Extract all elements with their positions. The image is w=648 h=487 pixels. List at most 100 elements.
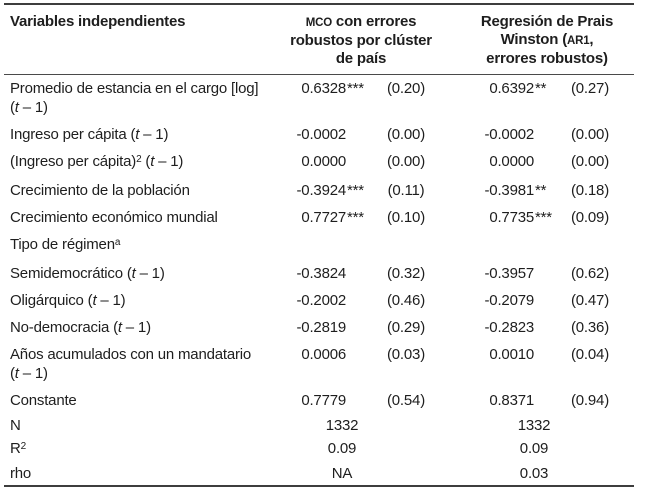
- table-row: Ingreso per cápita (t – 1) -0.0002 (0.00) -…: [4, 121, 634, 148]
- table-row: Crecimiento de la población -0.3924 *** (0.…: [4, 177, 634, 204]
- coefficient-value-model1: -0.3824: [296, 265, 347, 282]
- text-segment: R: [10, 440, 21, 457]
- standard-error-model1: (0.00): [387, 153, 425, 170]
- coefficient-value-model1: 0.0006: [301, 346, 346, 363]
- superscript-text: a: [114, 236, 121, 248]
- row-label: Años acumulados con un mandatario (t – 1): [4, 345, 286, 383]
- coefficient-value-model1: -0.2819: [296, 319, 347, 336]
- standard-error-model2: (0.04): [571, 346, 609, 363]
- table-header: Variables independientes MCO con errores…: [4, 5, 634, 74]
- coefficient-value-model2: -0.3981: [484, 182, 535, 199]
- row-label: Promedio de estancia en el cargo [log] (t…: [4, 79, 286, 117]
- label-line: R2: [10, 439, 286, 460]
- standard-error-model2: (0.00): [571, 153, 609, 170]
- label-line: Tipo de régimena: [10, 235, 286, 256]
- table-row: rho NA 0.03: [4, 462, 634, 485]
- standard-error-model1: (0.10): [387, 209, 425, 226]
- text-segment: – 1): [121, 319, 151, 336]
- table-row: Años acumulados con un mandatario (t – 1)…: [4, 341, 634, 387]
- row-label: R2: [4, 439, 286, 460]
- header-model-prais-winston: Regresión de Prais Winston (AR1, errores…: [474, 13, 620, 68]
- label-line: rho: [10, 464, 286, 483]
- italic-text: t: [92, 292, 97, 309]
- row-label: Crecimiento económico mundial: [4, 208, 286, 227]
- text-segment: con errores robustos por clúster de país: [290, 13, 432, 67]
- text-segment: AR1: [567, 35, 590, 47]
- label-line: (t – 1): [10, 364, 286, 383]
- coefficient-value-model2: -0.2079: [484, 292, 535, 309]
- standard-error-model1: (0.03): [387, 346, 425, 363]
- text-segment: MCO: [305, 17, 332, 29]
- text-segment: – 1): [154, 153, 184, 170]
- row-label: rho: [4, 464, 286, 483]
- coefficient-value-model1: 0.6328: [301, 80, 346, 97]
- label-line: (t – 1): [10, 98, 286, 117]
- text-segment: – 1): [18, 365, 48, 382]
- standard-error-model1: (0.54): [387, 392, 425, 409]
- coefficient-value-model2: -0.3957: [484, 265, 535, 282]
- table-row: R2 0.09 0.09: [4, 437, 634, 462]
- row-label: Ingreso per cápita (t – 1): [4, 125, 286, 144]
- label-line: Constante: [10, 391, 286, 410]
- standard-error-model1: (0.29): [387, 319, 425, 336]
- stat-value-model2: 1332: [517, 417, 551, 434]
- stat-value-model1: NA: [331, 465, 353, 482]
- text-segment: Promedio de estancia en el cargo [log]: [10, 80, 259, 97]
- significance-stars-model2: **: [535, 80, 547, 97]
- table-row: Promedio de estancia en el cargo [log] (t…: [4, 75, 634, 121]
- text-segment: – 1): [18, 99, 48, 116]
- italic-text: t: [117, 319, 122, 336]
- text-segment: Crecimiento económico mundial: [10, 209, 218, 226]
- row-label: N: [4, 416, 286, 435]
- coefficient-value-model2: 0.6392: [489, 80, 534, 97]
- significance-stars-model1: ***: [347, 182, 364, 199]
- table-row: No-democracia (t – 1) -0.2819 (0.29) -0.282…: [4, 314, 634, 341]
- coefficient-value-model2: 0.0010: [489, 346, 534, 363]
- text-segment: – 1): [135, 265, 165, 282]
- italic-text: t: [131, 265, 136, 282]
- text-segment: (: [10, 99, 15, 116]
- table-row: Semidemocrático (t – 1) -0.3824 (0.32) -0.3…: [4, 260, 634, 287]
- coefficient-value-model2: -0.2823: [484, 319, 535, 336]
- text-segment: Años acumulados con un mandatario: [10, 346, 252, 363]
- standard-error-model2: (0.47): [571, 292, 609, 309]
- standard-error-model2: (0.18): [571, 182, 609, 199]
- significance-stars-model2: ***: [535, 209, 552, 226]
- standard-error-model2: (0.36): [571, 319, 609, 336]
- text-segment: rho: [10, 465, 32, 482]
- stat-value-model2: 0.09: [519, 440, 549, 457]
- text-segment: Oligárquico (: [10, 292, 93, 309]
- coefficient-value-model2: 0.8371: [489, 392, 534, 409]
- label-line: Semidemocrático (t – 1): [10, 264, 286, 283]
- text-segment: No-democracia (: [10, 319, 118, 336]
- label-line: Oligárquico (t – 1): [10, 291, 286, 310]
- header-variables-independientes: Variables independientes: [4, 13, 286, 31]
- header-separator-rule: [4, 74, 634, 75]
- superscript-text: 2: [136, 153, 142, 165]
- row-label: No-democracia (t – 1): [4, 318, 286, 337]
- standard-error-model2: (0.27): [571, 80, 609, 97]
- text-segment: , errores robustos): [486, 31, 608, 67]
- text-segment: N: [10, 417, 21, 434]
- row-label: (Ingreso per cápita)2 (t – 1): [4, 152, 286, 173]
- italic-text: t: [135, 126, 140, 143]
- label-line: (Ingreso per cápita)2 (t – 1): [10, 152, 286, 173]
- top-rule: [4, 3, 634, 5]
- label-line: Años acumulados con un mandatario: [10, 345, 286, 364]
- table-row: Constante 0.7779 (0.54) 0.8371 (0.94): [4, 387, 634, 414]
- row-label: Oligárquico (t – 1): [4, 291, 286, 310]
- coefficient-value-model2: 0.7735: [489, 209, 534, 226]
- italic-text: t: [150, 153, 155, 170]
- standard-error-model1: (0.20): [387, 80, 425, 97]
- label-line: Crecimiento económico mundial: [10, 208, 286, 227]
- standard-error-model2: (0.94): [571, 392, 609, 409]
- significance-stars-model2: **: [535, 182, 547, 199]
- text-segment: Semidemocrático (: [10, 265, 132, 282]
- table-body: Promedio de estancia en el cargo [log] (t…: [4, 75, 634, 485]
- standard-error-model2: (0.00): [571, 126, 609, 143]
- label-line: No-democracia (t – 1): [10, 318, 286, 337]
- standard-error-model1: (0.46): [387, 292, 425, 309]
- standard-error-model1: (0.00): [387, 126, 425, 143]
- text-segment: Tipo de régimen: [10, 236, 115, 253]
- table-row: N 1332 1332: [4, 414, 634, 437]
